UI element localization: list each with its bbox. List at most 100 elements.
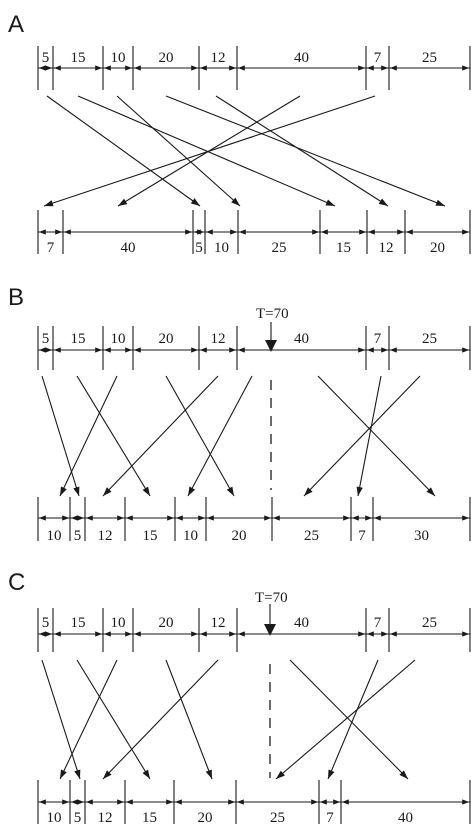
panel-b-bottom-segment-label: 12 [98, 528, 113, 544]
panel-c-bottom-dim-arrowhead [228, 799, 236, 805]
panel-c-top-dim-arrowhead [462, 631, 470, 637]
panel-b-mapping-arrowhead [426, 487, 435, 496]
panel-b-mapping-arrow [76, 375, 151, 497]
panel-a-top-segment-label: 10 [111, 50, 126, 66]
panel-b-top-dim-arrowhead [237, 347, 245, 353]
panel-b-top-dim-arrowhead [229, 347, 237, 353]
panel-c-threshold-arrowhead [264, 624, 276, 636]
panel-b-bottom-dim-arrowhead [167, 515, 175, 521]
panel-c-top-dim-arrowhead [103, 631, 111, 637]
panel-b-mapping-arrowhead [142, 486, 150, 496]
panel-c-bottom-dim-arrowhead [462, 799, 470, 805]
panel-c-mapping-arrowhead [399, 770, 408, 779]
panel-b-top-label-backing [68, 331, 88, 346]
panel-b-bottom-dim-arrowhead [351, 515, 359, 521]
panel-b-mapping-arrowhead [73, 486, 80, 496]
panel-a-mapping-arrowhead [44, 200, 54, 207]
panel-b-mapping-arrowhead [226, 486, 234, 496]
panel-a-top-dim-arrowhead [358, 65, 366, 71]
panel-b-bottom-dim-arrowhead [38, 515, 46, 521]
panel-b-bottom-dim-arrowhead [175, 515, 183, 521]
panel-c-top-segment-label: 10 [111, 615, 126, 631]
panel-a-mapping-arrowhead [325, 199, 335, 206]
panel-b-top-dim-arrowhead [358, 347, 366, 353]
panel-a-top-dim-arrowhead [462, 65, 470, 71]
panel-a-top-label-backing [39, 50, 52, 65]
panel-a: A 5 15 10 20 12 40 7 25 7 40 5 10 25 15 12 20 [8, 11, 471, 256]
panel-a-top-segment-label: 5 [42, 50, 50, 66]
panel-c-top-label-backing [156, 615, 176, 630]
panel-a-top-dim-arrowhead [45, 65, 53, 71]
panel-a-bottom-dim-arrowhead [462, 229, 470, 235]
panel-a-bottom-segment-label: 20 [430, 240, 445, 256]
panel-a-bottom-segment-label: 15 [336, 240, 351, 256]
panel-b-top-segment-label: 12 [211, 331, 226, 347]
panel-b-bottom-dim-arrowhead [85, 515, 93, 521]
panel-a-top-segment-label: 7 [374, 50, 382, 66]
panel-c-bottom-dim-arrowhead [174, 799, 182, 805]
panel-b-top-dim-arrowhead [191, 347, 199, 353]
panel-b-bottom-dim-arrowhead [117, 515, 125, 521]
panel-b-top-label-backing [39, 331, 52, 346]
panel-b-top-label-backing [292, 331, 311, 346]
panel-a-top-dim-arrowhead [133, 65, 141, 71]
panel-b-threshold-label: T=70 [256, 306, 289, 322]
panel-a-mapping-arrowhead [118, 198, 128, 206]
panel-c-top-dim-arrowhead [95, 631, 103, 637]
panel-c-bottom-dim-arrowhead [236, 799, 244, 805]
panel-c-mapping-arrowhead [276, 770, 285, 779]
panel-c-top-segment-label: 15 [71, 615, 86, 631]
panel-b-bottom-segment-label: 20 [232, 528, 247, 544]
panel-b-bottom-dim-arrowhead [373, 515, 381, 521]
panel-a-mapping-arrowhead [231, 197, 240, 206]
panel-c-top-dim-arrowhead [389, 631, 397, 637]
panel-a-mapping-arrowhead [190, 198, 200, 206]
panel-a-mapping-arrow [77, 95, 336, 207]
panel-b: B T=70 5 15 10 20 12 40 7 25 10 5 12 15 10 20 25 7 30 [8, 284, 471, 544]
panel-a-top-dim-arrowhead [191, 65, 199, 71]
panel-b-top-label-backing [108, 331, 128, 346]
panel-a-bottom-segment-label: 7 [47, 240, 55, 256]
panel-b-bottom-segment-label: 25 [304, 528, 319, 544]
panel-b-top-dim-arrowhead [381, 347, 389, 353]
panel-b-top-dim-arrowhead [199, 347, 207, 353]
panel-c-bottom-segment-label: 20 [198, 810, 213, 826]
panel-a-bottom-dim-arrowhead [55, 229, 63, 235]
panel-a-top-dim-arrowhead [237, 65, 245, 71]
panel-a-mapping-arrowhead [378, 198, 388, 206]
panel-a-bottom-dim-arrowhead [197, 229, 205, 235]
panel-b-mapping-arrow [59, 375, 118, 497]
panel-a-label: A [8, 11, 24, 38]
panel-b-bottom-dim-arrowhead [125, 515, 133, 521]
panel-b-bottom-dim-arrowhead [264, 515, 272, 521]
panel-c-bottom-dim-arrowhead [117, 799, 125, 805]
panel-c-top-dim-arrowhead [366, 631, 374, 637]
panel-c-top-label-backing [371, 615, 384, 630]
panel-a-top-dim-arrowhead [38, 65, 46, 71]
panel-a-top-label-backing [292, 50, 311, 65]
panel-a-mapping-arrow [116, 95, 241, 207]
panel-c-top-segment-label: 5 [42, 615, 50, 631]
panel-a-mapping-arrow [215, 95, 389, 207]
panel-b-mapping-arrowhead [188, 486, 196, 496]
panel-b-top-segment-label: 25 [422, 331, 437, 347]
panel-c-mapping-arrow [76, 659, 151, 780]
panel-b-top-segment-label: 40 [294, 331, 309, 347]
panel-c-arrows [41, 659, 416, 780]
panel-c-top-label-backing [108, 615, 128, 630]
panel-b-mapping-arrowhead [304, 487, 313, 496]
panel-b-top-dim-arrowhead [45, 347, 53, 353]
panel-b-label: B [8, 284, 24, 311]
panel-a-top-dim-arrowhead [125, 65, 133, 71]
panel-b-top-segment-label: 20 [159, 331, 174, 347]
panel-a-top-label-backing [108, 50, 128, 65]
panel-c-mapping-arrowhead [103, 770, 112, 779]
panel-c-top-label-backing [292, 615, 311, 630]
panel-b-top-dim-arrowhead [389, 347, 397, 353]
panel-a-top-dim-arrowhead [53, 65, 61, 71]
panel-c-top-dim-arrowhead [199, 631, 207, 637]
panel-c-top-dim-arrowhead [381, 631, 389, 637]
panel-b-bottom-dim-arrowhead [206, 515, 214, 521]
panel-b-bottom-dim-arrowhead [70, 515, 78, 521]
panel-a-mapping-arrow [165, 95, 446, 207]
